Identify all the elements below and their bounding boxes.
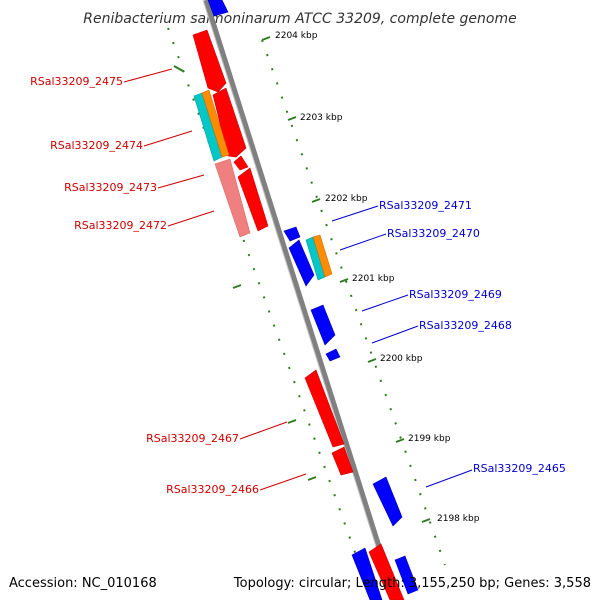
connector-2471 [331,205,379,222]
tick-label: 2203 kbp [300,113,343,123]
connector-2467 [239,421,288,440]
tick-marks [173,36,431,523]
gene-label-2466[interactable]: RSal33209_2466 [166,483,259,496]
tick-mark [421,518,431,523]
gene-label-2469[interactable]: RSal33209_2469 [409,288,502,301]
gene-rsal33209-2470[interactable] [288,239,315,287]
gene-label-2471[interactable]: RSal33209_2471 [379,199,472,212]
connector-2473 [157,174,205,189]
connector-2466 [259,473,307,491]
genome-summary-text: Topology: circular; Length: 3,155,250 bp… [233,576,591,591]
connector-2475 [123,68,173,83]
gene-label-2468[interactable]: RSal33209_2468 [419,319,512,332]
forward-label-connectors [123,68,307,491]
gene-rsal33209-2475[interactable] [192,29,227,93]
gene-rsal33209-2467[interactable] [304,369,345,448]
connector-2474 [143,130,193,147]
tick-mark [339,278,349,283]
genome-backbone [203,0,399,600]
gene-label-2467[interactable]: RSal33209_2467 [146,432,239,445]
gene-rsal33209-2469[interactable] [310,304,336,346]
tick-mark [261,36,271,41]
gene-bottom-red[interactable] [368,543,405,600]
feature-orange-2474 [201,89,230,158]
connector-2469 [361,294,409,312]
gene-bottom-blue-2[interactable] [394,555,419,595]
accession-text: Accession: NC_010168 [9,576,157,591]
connector-2472 [167,210,215,227]
tick-label: 2201 kbp [352,274,395,284]
gene-label-2472[interactable]: RSal33209_2472 [74,219,167,232]
connector-2468 [371,325,419,344]
gene-label-2473[interactable]: RSal33209_2473 [64,181,157,194]
gene-label-2475[interactable]: RSal33209_2475 [30,75,123,88]
gene-rsal33209-2471[interactable] [283,226,301,242]
connector-2470 [339,233,387,251]
tick-mark [232,284,242,289]
map-title: Renibacterium salmoninarum ATCC 33209, c… [83,11,516,27]
tick-mark [173,65,184,72]
gene-bottom-blue-1[interactable] [351,547,383,600]
gene-rsal33209-2468[interactable] [325,348,341,362]
gene-rsal33209-2465[interactable] [372,476,403,527]
tick-label: 2202 kbp [325,194,368,204]
gene-rsal33209-2472-light[interactable] [214,158,251,238]
tick-mark [367,358,377,363]
tick-label: 2199 kbp [408,434,451,444]
tick-mark [287,116,297,121]
tick-label: 2200 kbp [380,354,423,364]
tick-label: 2198 kbp [437,514,480,524]
reverse-label-connectors [331,205,473,488]
gene-label-2474[interactable]: RSal33209_2474 [50,139,143,152]
tick-mark [395,438,405,443]
feature-orange-2470 [312,234,333,278]
gene-rsal33209-2473[interactable] [233,155,249,171]
gene-rsal33209-2466[interactable] [331,446,354,476]
genome-backbone-edge [202,0,394,600]
tick-mark [307,476,317,481]
gene-label-2465[interactable]: RSal33209_2465 [473,462,566,475]
gene-rsal33209-2472[interactable] [237,167,269,232]
tick-label: 2204 kbp [275,31,318,41]
gene-top-blue[interactable] [207,0,229,17]
gene-label-2470[interactable]: RSal33209_2470 [387,227,480,240]
tick-mark [311,198,321,203]
tick-mark [287,419,297,424]
connector-2465 [425,469,473,488]
